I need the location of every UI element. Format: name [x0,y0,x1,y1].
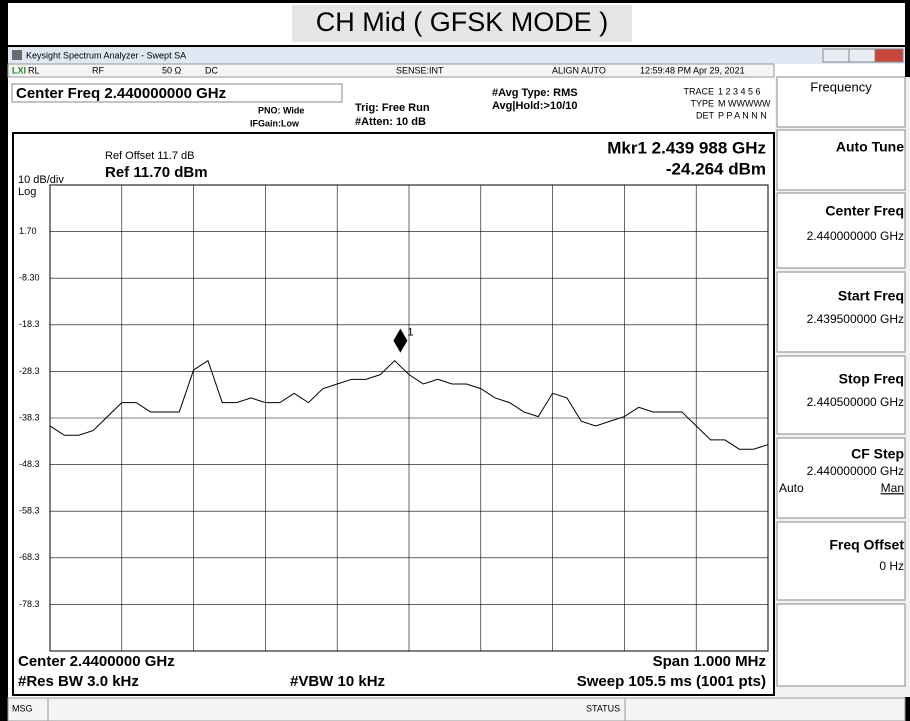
menu-label: Start Freq [838,288,904,304]
title-box [292,5,632,42]
span-label: Span 1.000 MHz [653,653,766,670]
y-tick-label: -48.3 [19,459,40,469]
y-tick-label: -8.30 [19,273,40,283]
status-item: RF [92,65,104,75]
status-item: RL [28,65,40,75]
menu-value: 2.440000000 GHz [807,229,904,243]
menu-header [776,76,906,128]
menu-label: Stop Freq [839,371,904,387]
lxi-icon: LXI [12,65,26,75]
status-item: SENSE:INT [396,65,444,75]
status-item: 50 Ω [162,65,182,75]
y-tick-label: -58.3 [19,506,40,516]
avg-hold: Avg|Hold:>10/10 [492,100,578,112]
menu-label: Auto Tune [836,139,904,155]
atten: #Atten: 10 dB [355,116,426,128]
menu-option: Auto [779,481,804,495]
menu-option: Man [881,481,904,495]
menu-button[interactable] [776,271,906,353]
y-tick-label: -38.3 [19,412,40,422]
menu-button[interactable] [776,437,906,519]
menu-label: Freq Offset [829,537,904,553]
menu-button[interactable] [776,129,906,191]
scale: 10 dB/div [18,174,64,186]
status-item: 12:59:48 PM Apr 29, 2021 [640,65,745,75]
scale-type: Log [18,186,36,198]
window-title: Keysight Spectrum Analyzer - Swept SA [26,50,186,60]
center-freq-box[interactable] [11,83,343,103]
avg-type: #Avg Type: RMS [492,87,578,99]
menu-button[interactable] [776,521,906,601]
menu-value: 2.440500000 GHz [807,395,904,409]
ref-level: Ref 11.70 dBm [105,164,208,181]
vbw-label: #VBW 10 kHz [290,673,385,690]
marker [393,328,408,353]
y-tick-label: -78.3 [19,599,40,609]
footer-status: STATUS [586,703,620,713]
menu-value: 2.440000000 GHz [807,464,904,478]
y-tick-label: -28.3 [19,366,40,376]
ref-offset: Ref Offset 11.7 dB [105,150,194,162]
menu-label: Center Freq [825,203,904,219]
close-button[interactable] [874,48,904,63]
det-label: DET [696,110,715,120]
rbw-label: #Res BW 3.0 kHz [18,673,139,690]
status-row [7,63,775,78]
maximize-button[interactable] [848,48,876,63]
trace [49,359,769,450]
y-tick-label: -68.3 [19,552,40,562]
menu-label: CF Step [851,446,904,462]
status-item: ALIGN AUTO [552,65,606,75]
trig: Trig: Free Run [355,102,430,114]
menu-button[interactable] [776,355,906,435]
type-label: TYPE [690,98,714,108]
page-title: CH Mid ( GFSK MODE ) [316,7,609,37]
center-label: Center 2.4400000 GHz [18,653,175,670]
menu-button[interactable] [776,603,906,687]
y-tick-label: 1.70 [19,226,37,236]
footer [7,697,906,721]
trace-label: TRACE [683,86,714,96]
y-tick-label: -18.3 [19,319,40,329]
minimize-button[interactable] [822,48,850,63]
title-bar [8,47,905,64]
ifgain: IFGain:Low [250,118,300,128]
type-values: M WWWWW [718,98,771,108]
det-values: P P A N N N [718,110,767,120]
plot: 1.70 -8.30 -18.3 -28.3 -38.3 -48.3 -58.3 -68.3 -… [19,184,769,652]
status-item: DC [205,65,218,75]
app-icon [12,50,22,60]
marker-freq: Mkr1 2.439 988 GHz [607,138,766,157]
sweep-label: Sweep 105.5 ms (1001 pts) [577,673,766,690]
footer-msg: MSG [12,703,33,713]
menu-value: 0 Hz [879,559,904,573]
center-freq: Center Freq 2.440000000 GHz [16,85,226,102]
marker-level: -24.264 dBm [666,159,766,178]
marker-label: 1 [407,326,413,338]
menu-title: Frequency [810,79,872,94]
menu-button[interactable] [776,192,906,269]
trace-values: 1 2 3 4 5 6 [718,86,761,96]
menu-value: 2.439500000 GHz [807,312,904,326]
pno: PNO: Wide [258,105,304,115]
